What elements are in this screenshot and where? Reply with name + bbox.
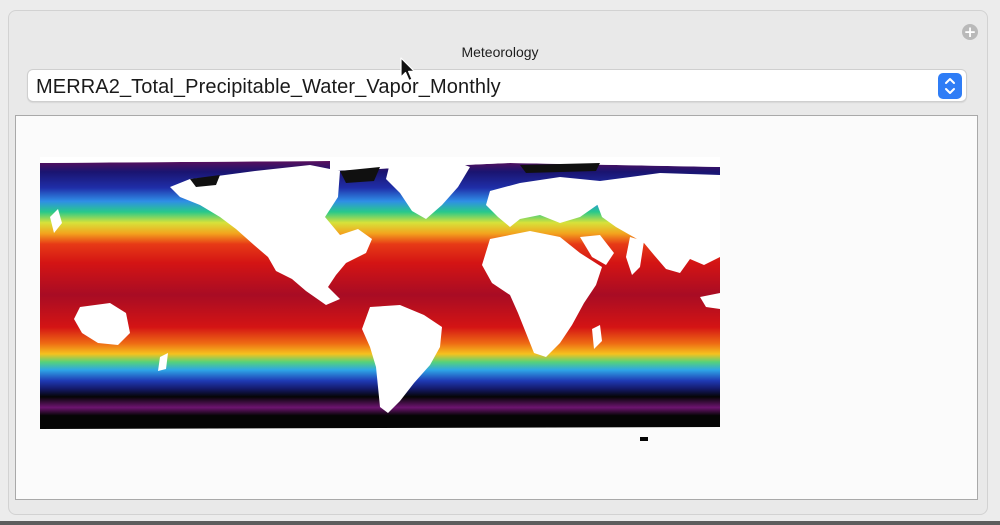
precipitable-water-map	[40, 157, 720, 441]
layer-popup-value: MERRA2_Total_Precipitable_Water_Vapor_Mo…	[36, 76, 501, 98]
map-image-view	[15, 115, 978, 500]
section-title: Meteorology	[461, 44, 539, 60]
add-circle-icon[interactable]: +	[962, 23, 978, 41]
up-down-chevron-icon[interactable]	[938, 73, 962, 99]
window-bottom-edge	[0, 521, 1000, 525]
mouse-pointer-icon	[400, 57, 416, 82]
layer-popup-button[interactable]: MERRA2_Total_Precipitable_Water_Vapor_Mo…	[27, 69, 967, 102]
